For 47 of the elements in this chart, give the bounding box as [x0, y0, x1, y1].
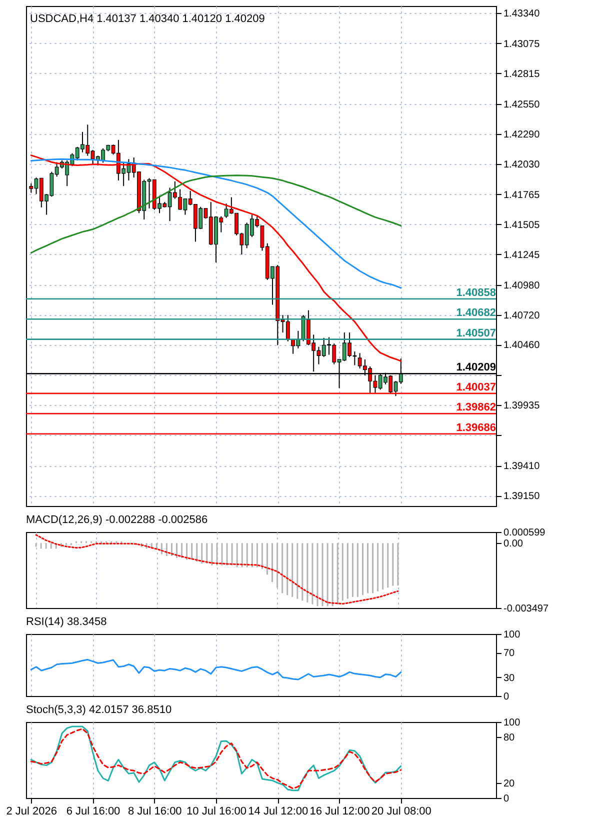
- chart-title: Stoch(5,3,3) 42.0157 36.8510: [26, 704, 172, 716]
- chart-title: RSI(14) 38.3458: [26, 616, 107, 628]
- chart-title: MACD(12,26,9) -0.002288 -0.002586: [26, 514, 208, 526]
- ref-line-label: 1.40209: [456, 362, 496, 374]
- x-tick-label: 16 Jul 12:00: [310, 806, 370, 818]
- y-tick-label: -0.003497: [504, 604, 549, 614]
- line-series: [35, 534, 399, 605]
- y-tick-label: 20: [504, 778, 516, 790]
- y-tick-label: 1.41245: [504, 250, 540, 261]
- y-tick-label: 1.39150: [504, 491, 540, 502]
- y-tick-label: 1.42815: [504, 68, 540, 80]
- ref-line-label: 1.39862: [456, 402, 496, 414]
- y-tick-label: 1.40720: [504, 310, 540, 322]
- y-tick-label: 100: [504, 718, 521, 728]
- y-tick-label: 70: [504, 648, 516, 660]
- y-tick-label: 30: [504, 672, 516, 684]
- line-series: [30, 658, 402, 680]
- ref-line-label: 1.40037: [456, 381, 496, 394]
- y-tick-label: 1.39410: [504, 461, 540, 472]
- x-tick-label: 8 Jul 16:00: [128, 806, 182, 818]
- y-tick-label: 0.00: [504, 538, 524, 550]
- ref-line-label: 1.40682: [456, 307, 496, 320]
- y-tick-label: 1.40980: [504, 280, 540, 292]
- y-tick-label: 1.41505: [504, 220, 540, 231]
- x-tick-label: 20 Jul 08:00: [371, 806, 432, 818]
- ref-line-label: 1.40858: [456, 286, 496, 299]
- ref-line-label: 1.40507: [456, 327, 496, 340]
- y-tick-label: 1.40460: [504, 340, 540, 352]
- y-tick-label: 0: [504, 692, 510, 702]
- y-tick-label: 0: [504, 794, 510, 804]
- y-tick-label: 1.39935: [504, 400, 540, 412]
- y-tick-label: 1.43340: [504, 8, 540, 20]
- y-tick-label: 80: [504, 732, 516, 744]
- x-tick-label: 6 Jul 16:00: [66, 806, 120, 818]
- ref-line-label: 1.39686: [456, 422, 496, 434]
- x-tick-label: 2 Jul 2026: [6, 806, 58, 818]
- y-tick-label: 1.41765: [504, 190, 540, 201]
- y-tick-label: 1.42550: [504, 99, 540, 110]
- text: USDCAD,H4 1.40137 1.40340 1.40120 1.40209: [30, 13, 265, 25]
- y-tick-label: 0.000599: [504, 528, 546, 538]
- y-tick-label: 1.42290: [504, 129, 540, 140]
- line-series: [30, 174, 402, 254]
- y-tick-label: 100: [504, 630, 521, 640]
- x-tick-label: 14 Jul 12:00: [248, 806, 308, 818]
- x-tick-label: 10 Jul 16:00: [186, 806, 246, 818]
- y-tick-label: 1.43075: [504, 38, 540, 50]
- y-tick-label: 1.42030: [504, 159, 540, 170]
